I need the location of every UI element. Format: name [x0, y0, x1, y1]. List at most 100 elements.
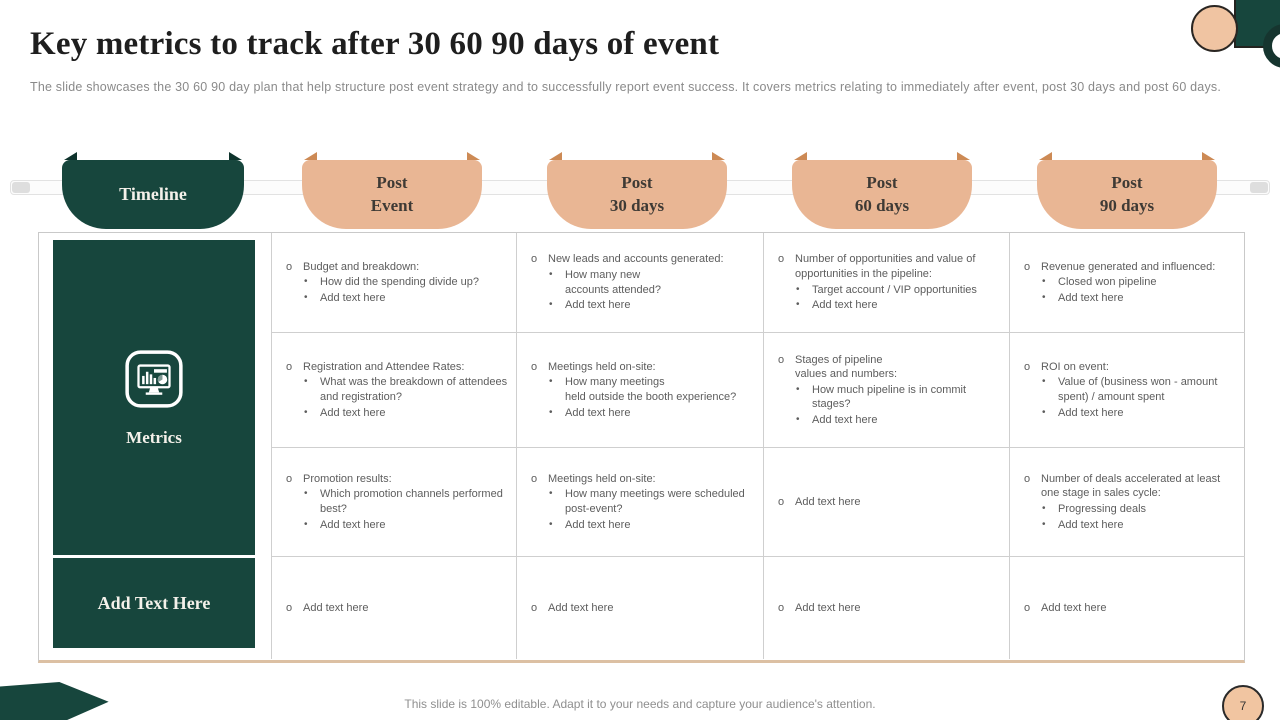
cell-post-90-days-row-1: o Revenue generated and influenced: • Clos… — [1009, 233, 1245, 332]
cell-sub-item: Add text here — [320, 406, 386, 419]
ribbon-fold-icon — [549, 152, 562, 160]
sub-bullet-marker: • — [796, 383, 800, 395]
footer-text: This slide is 100% editable. Adapt it to… — [404, 697, 876, 711]
cell-heading: Add text here — [795, 495, 861, 508]
cell-post-90-days-row-3: o Number of deals accelerated at least on… — [1009, 447, 1245, 556]
cell-heading: Number of opportunities and value of opp… — [795, 253, 976, 280]
ribbon-fold-icon — [1039, 152, 1052, 160]
cell-heading: Revenue generated and influenced: — [1041, 260, 1216, 273]
ribbon-fold-icon — [467, 152, 480, 160]
cell-heading: Add text here — [1041, 601, 1107, 614]
sub-bullet-marker: • — [796, 299, 800, 311]
ribbon-fold-icon — [957, 152, 970, 160]
bullet-marker: o — [286, 601, 293, 614]
sub-bullet-marker: • — [549, 488, 553, 500]
cell-heading: Stages of pipeline values and numbers: — [795, 353, 898, 381]
sub-bullet-marker: • — [549, 299, 553, 311]
bullet-marker: o — [286, 360, 293, 373]
ribbon-fold-icon — [1202, 152, 1215, 160]
sub-bullet-marker: • — [796, 283, 800, 295]
badge-timeline-label: Timeline — [119, 184, 187, 204]
cell-sub-item: Target account / VIP opportunities — [812, 283, 977, 296]
sub-bullet-marker: • — [1042, 518, 1046, 530]
bullet-marker: o — [531, 472, 538, 485]
cell-post-60-days-row-4: o Add text here — [763, 556, 1009, 659]
sub-bullet-marker: • — [1042, 376, 1046, 388]
cell-heading: Add text here — [548, 601, 614, 614]
cell-heading: Promotion results: — [303, 472, 392, 485]
bullet-marker: o — [778, 601, 785, 614]
add-text-row-label: Add Text Here — [97, 592, 211, 613]
cell-sub-item: Add text here — [812, 299, 878, 312]
cell-sub-item: Add text here — [1058, 406, 1124, 419]
sub-bullet-marker: • — [1042, 503, 1046, 514]
ribbon-fold-icon — [794, 152, 807, 160]
timeline-band-left-cap — [12, 182, 30, 193]
sub-bullet-marker: • — [549, 518, 553, 530]
bullet-marker: o — [778, 253, 785, 266]
corner-ring-shape — [1263, 24, 1280, 68]
sub-bullet-marker: • — [549, 406, 553, 418]
cell-post-event-row-4: o Add text here — [271, 556, 516, 659]
bullet-marker: o — [286, 472, 293, 485]
badge-post-30-days-label: Post 30 days — [609, 173, 665, 215]
bullet-marker: o — [1024, 260, 1031, 273]
sub-bullet-marker: • — [304, 376, 308, 388]
cell-post-90-days-row-4: o Add text here — [1009, 556, 1245, 659]
sub-bullet-marker: • — [304, 406, 308, 418]
bullet-marker: o — [1024, 472, 1031, 485]
cell-heading: Meetings held on-site: — [548, 360, 656, 373]
sub-bullet-marker: • — [549, 376, 553, 388]
sub-bullet-marker: • — [304, 488, 308, 500]
corner-diamond-shape — [0, 682, 109, 720]
cell-sub-item: Value of (business won - amount spent) /… — [1058, 376, 1218, 403]
bullet-marker: o — [1024, 601, 1031, 614]
badge-post-60-days: Post 60 days — [792, 152, 972, 229]
cell-sub-item: How did the spending divide up? — [320, 276, 480, 289]
cell-post-60-days-row-2: o Stages of pipeline values and numbers: … — [763, 332, 1009, 447]
cell-post-event-row-1: o Budget and breakdown: • How did the spen… — [271, 233, 516, 332]
metrics-row-label-box: Metrics — [53, 240, 255, 555]
cell-post-90-days-row-2: o ROI on event: • Value of (business won -… — [1009, 332, 1245, 447]
cell-sub-item: Add text here — [320, 291, 386, 304]
cell-heading: Budget and breakdown: — [303, 260, 420, 273]
sub-bullet-marker: • — [1042, 406, 1046, 418]
timeline-band-right-cap — [1250, 182, 1268, 193]
badge-post-event-label: Post Event — [370, 173, 414, 215]
cell-sub-item: How many new accounts attended? — [565, 268, 662, 296]
cell-heading: Meetings held on-site: — [548, 472, 656, 485]
cell-sub-item: Closed won pipeline — [1058, 276, 1157, 289]
metrics-row-label: Metrics — [126, 427, 182, 447]
sub-bullet-marker: • — [304, 291, 308, 303]
cell-sub-item: How much pipeline is in commit stages? — [812, 383, 967, 411]
sub-bullet-marker: • — [1042, 291, 1046, 303]
cell-sub-item: Add text here — [565, 406, 631, 419]
sub-bullet-marker: • — [304, 276, 308, 288]
bullet-marker: o — [531, 601, 538, 614]
ribbon-fold-icon — [712, 152, 725, 160]
bullet-marker: o — [778, 495, 785, 508]
bullet-marker: o — [1024, 360, 1031, 373]
cell-sub-item: How many meetings were scheduled post-ev… — [565, 488, 745, 515]
cell-heading: Add text here — [795, 601, 861, 614]
badge-timeline: Timeline — [62, 152, 244, 229]
badge-post-30-days: Post 30 days — [547, 152, 727, 229]
cell-heading: Number of deals accelerated at least one… — [1041, 472, 1221, 500]
cell-sub-item: Add text here — [565, 299, 631, 312]
cell-sub-item: Add text here — [1058, 518, 1124, 531]
corner-circle-shape — [1191, 5, 1238, 52]
cell-post-60-days-row-1: o Number of opportunities and value of op… — [763, 233, 1009, 332]
slide-subtitle: The slide showcases the 30 60 90 day pla… — [30, 80, 1222, 94]
add-text-row-label-box: Add Text Here — [53, 558, 255, 648]
bullet-marker: o — [778, 353, 785, 366]
cell-heading: Registration and Attendee Rates: — [303, 360, 465, 373]
badge-post-60-days-label: Post 60 days — [854, 173, 910, 215]
cell-post-event-row-2: o Registration and Attendee Rates: • What … — [271, 332, 516, 447]
cell-heading: New leads and accounts generated: — [548, 253, 724, 266]
ribbon-fold-icon — [229, 152, 242, 160]
cell-heading: Add text here — [303, 601, 369, 614]
badge-post-90-days: Post 90 days — [1037, 152, 1217, 229]
page-number: 7 — [1239, 699, 1247, 713]
cell-sub-item: Progressing deals — [1058, 503, 1147, 515]
cell-post-30-days-row-1: o New leads and accounts generated: • How … — [516, 233, 763, 332]
